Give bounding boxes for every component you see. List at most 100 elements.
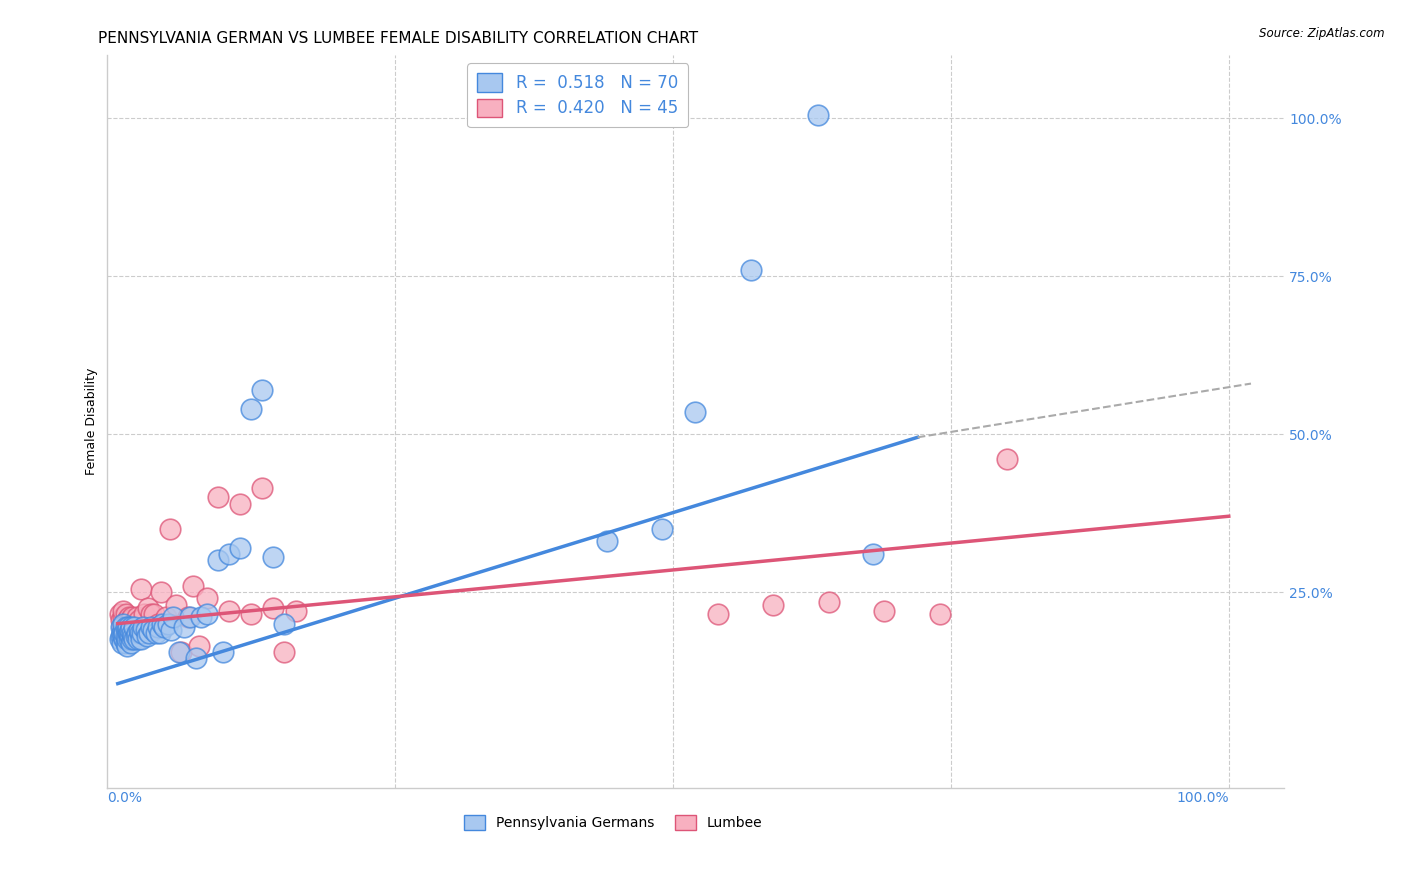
Point (115, 623, 138, 637)
Point (595, 534, 617, 549)
Point (155, 610, 177, 624)
Point (229, 541, 252, 555)
Y-axis label: Female Disability: Female Disability (86, 368, 98, 475)
Point (112, 626, 135, 640)
Point (127, 632, 149, 647)
Point (195, 607, 218, 621)
Point (111, 635, 134, 649)
Point (273, 645, 295, 659)
Point (762, 598, 785, 612)
Point (125, 626, 148, 640)
Point (139, 607, 162, 621)
Point (207, 490, 229, 504)
Point (115, 632, 138, 647)
Point (250, 481, 273, 495)
Point (229, 497, 252, 511)
Point (685, 405, 707, 419)
Point (187, 639, 209, 653)
Text: PENNSYLVANIA GERMAN VS LUMBEE FEMALE DISABILITY CORRELATION CHART: PENNSYLVANIA GERMAN VS LUMBEE FEMALE DIS… (98, 31, 699, 46)
Point (134, 623, 156, 637)
Point (143, 607, 166, 621)
Point (150, 585, 173, 599)
Text: Source: ZipAtlas.com: Source: ZipAtlas.com (1260, 27, 1385, 40)
Point (111, 620, 134, 634)
Point (190, 610, 212, 624)
Point (128, 623, 150, 637)
Point (112, 610, 135, 624)
Point (131, 626, 153, 640)
Point (122, 629, 145, 643)
Point (129, 626, 152, 640)
Point (118, 629, 141, 643)
Point (125, 610, 148, 624)
Point (111, 626, 134, 640)
Point (115, 614, 138, 628)
Text: 0.0%: 0.0% (107, 791, 142, 805)
Point (117, 620, 139, 634)
Point (139, 620, 162, 634)
Point (110, 614, 132, 628)
Point (218, 547, 240, 561)
Point (112, 623, 135, 637)
Point (128, 614, 150, 628)
Point (145, 626, 167, 640)
Point (807, 108, 830, 122)
Point (184, 651, 207, 665)
Point (118, 614, 141, 628)
Point (149, 626, 172, 640)
Point (873, 604, 896, 618)
Point (124, 632, 146, 647)
Point (250, 383, 273, 397)
Point (262, 550, 284, 565)
Point (218, 604, 240, 618)
Point (284, 604, 307, 618)
Point (124, 629, 146, 643)
Point (120, 635, 142, 649)
Point (121, 632, 143, 647)
Point (159, 522, 181, 536)
Legend: Pennsylvania Germans, Lumbee: Pennsylvania Germans, Lumbee (458, 810, 768, 836)
Point (108, 632, 131, 647)
Point (117, 620, 139, 634)
Point (207, 553, 229, 567)
Point (928, 607, 950, 621)
Point (114, 635, 136, 649)
Point (121, 610, 143, 624)
Point (165, 598, 187, 612)
Point (177, 610, 200, 624)
Point (112, 616, 135, 631)
Point (114, 629, 136, 643)
Point (120, 620, 142, 634)
Point (112, 616, 135, 631)
Point (135, 629, 157, 643)
Point (153, 620, 176, 634)
Point (118, 610, 141, 624)
Point (273, 616, 295, 631)
Point (651, 522, 673, 536)
Point (112, 632, 135, 647)
Point (142, 623, 165, 637)
Point (862, 547, 884, 561)
Point (150, 616, 173, 631)
Point (817, 594, 839, 608)
Point (262, 600, 284, 615)
Point (129, 632, 152, 647)
Point (162, 610, 184, 624)
Point (115, 639, 138, 653)
Point (240, 401, 263, 416)
Point (181, 579, 204, 593)
Point (170, 645, 193, 659)
Point (118, 623, 141, 637)
Point (136, 600, 159, 615)
Point (124, 616, 146, 631)
Point (108, 607, 131, 621)
Point (110, 620, 132, 634)
Point (112, 604, 135, 618)
Point (212, 645, 235, 659)
Text: 100.0%: 100.0% (1177, 791, 1229, 805)
Point (110, 629, 132, 643)
Point (117, 626, 139, 640)
Point (740, 263, 762, 277)
Point (160, 623, 183, 637)
Point (121, 626, 143, 640)
